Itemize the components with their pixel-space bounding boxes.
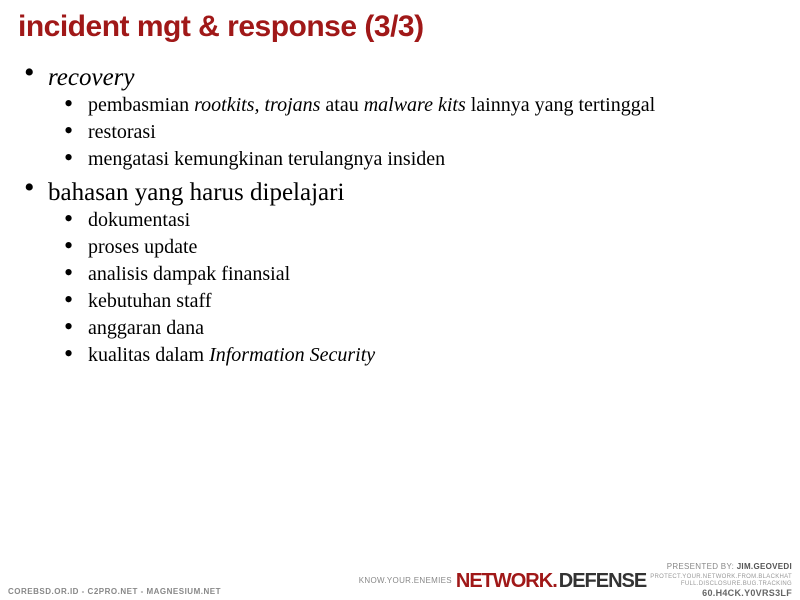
brand-network: NETWORK.	[456, 571, 557, 591]
text: atau	[320, 94, 363, 116]
text-italic: rootkits, trojans	[194, 94, 320, 116]
know-text: KNOW.YOUR.ENEMIES	[359, 577, 452, 585]
text: lainnya yang tertinggal	[466, 94, 655, 116]
text-italic: malware kits	[364, 94, 466, 116]
list-item: kualitas dalam Information Security	[88, 342, 770, 369]
list-item: kebutuhan staff	[88, 288, 770, 315]
footer: COREBSD.OR.ID - C2PRO.NET - MAGNESIUM.NE…	[0, 556, 800, 600]
list-item: mengatasi kemungkinan terulangnya inside…	[88, 146, 770, 173]
tagline-2: FULL.DISCLOSURE.BUG.TRACKING	[650, 581, 792, 588]
presenter-name: JIM.GEOVEDI	[737, 562, 792, 571]
list-item: dokumentasi	[88, 207, 770, 234]
section-recovery: recovery pembasmian rootkits, trojans at…	[48, 64, 770, 173]
tagline-1: PROTECT.YOUR.NETWORK.FROM.BLACKHAT	[650, 574, 792, 581]
text: kualitas dalam	[88, 344, 209, 366]
footer-right-brand: PRESENTED BY: JIM.GEOVEDI KNOW.YOUR.ENEM…	[359, 563, 792, 598]
list-item: anggaran dana	[88, 315, 770, 342]
list-item: proses update	[88, 234, 770, 261]
text-italic: Information Security	[209, 344, 375, 366]
section-heading: bahasan yang harus dipelajari	[48, 179, 344, 206]
list-item: analisis dampak finansial	[88, 261, 770, 288]
footer-left-credits: COREBSD.OR.ID - C2PRO.NET - MAGNESIUM.NE…	[8, 587, 221, 596]
brand-defense: DEFENSE	[559, 571, 646, 591]
tagline-stack: PROTECT.YOUR.NETWORK.FROM.BLACKHAT FULL.…	[650, 574, 792, 587]
slide-content: recovery pembasmian rootkits, trojans at…	[0, 44, 800, 369]
list-item: restorasi	[88, 119, 770, 146]
list-item: pembasmian rootkits, trojans atau malwar…	[88, 92, 770, 119]
section-heading: recovery	[48, 64, 135, 91]
text: pembasmian	[88, 94, 194, 116]
presenter-label: PRESENTED BY:	[667, 562, 737, 571]
section-bahasan: bahasan yang harus dipelajari dokumentas…	[48, 179, 770, 369]
slide-title: incident mgt & response (3/3)	[0, 0, 800, 44]
